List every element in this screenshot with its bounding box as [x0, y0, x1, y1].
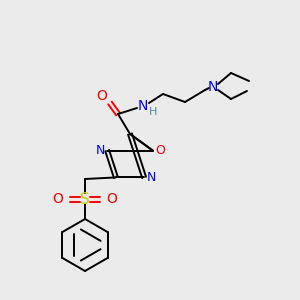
Text: O: O	[155, 144, 165, 157]
Text: N: N	[138, 99, 148, 113]
Text: H: H	[149, 107, 157, 117]
Text: O: O	[52, 192, 63, 206]
Text: O: O	[106, 192, 117, 206]
Text: S: S	[80, 191, 90, 206]
Text: O: O	[97, 89, 107, 103]
Text: N: N	[146, 171, 156, 184]
Text: N: N	[95, 144, 105, 157]
Text: N: N	[208, 80, 218, 94]
